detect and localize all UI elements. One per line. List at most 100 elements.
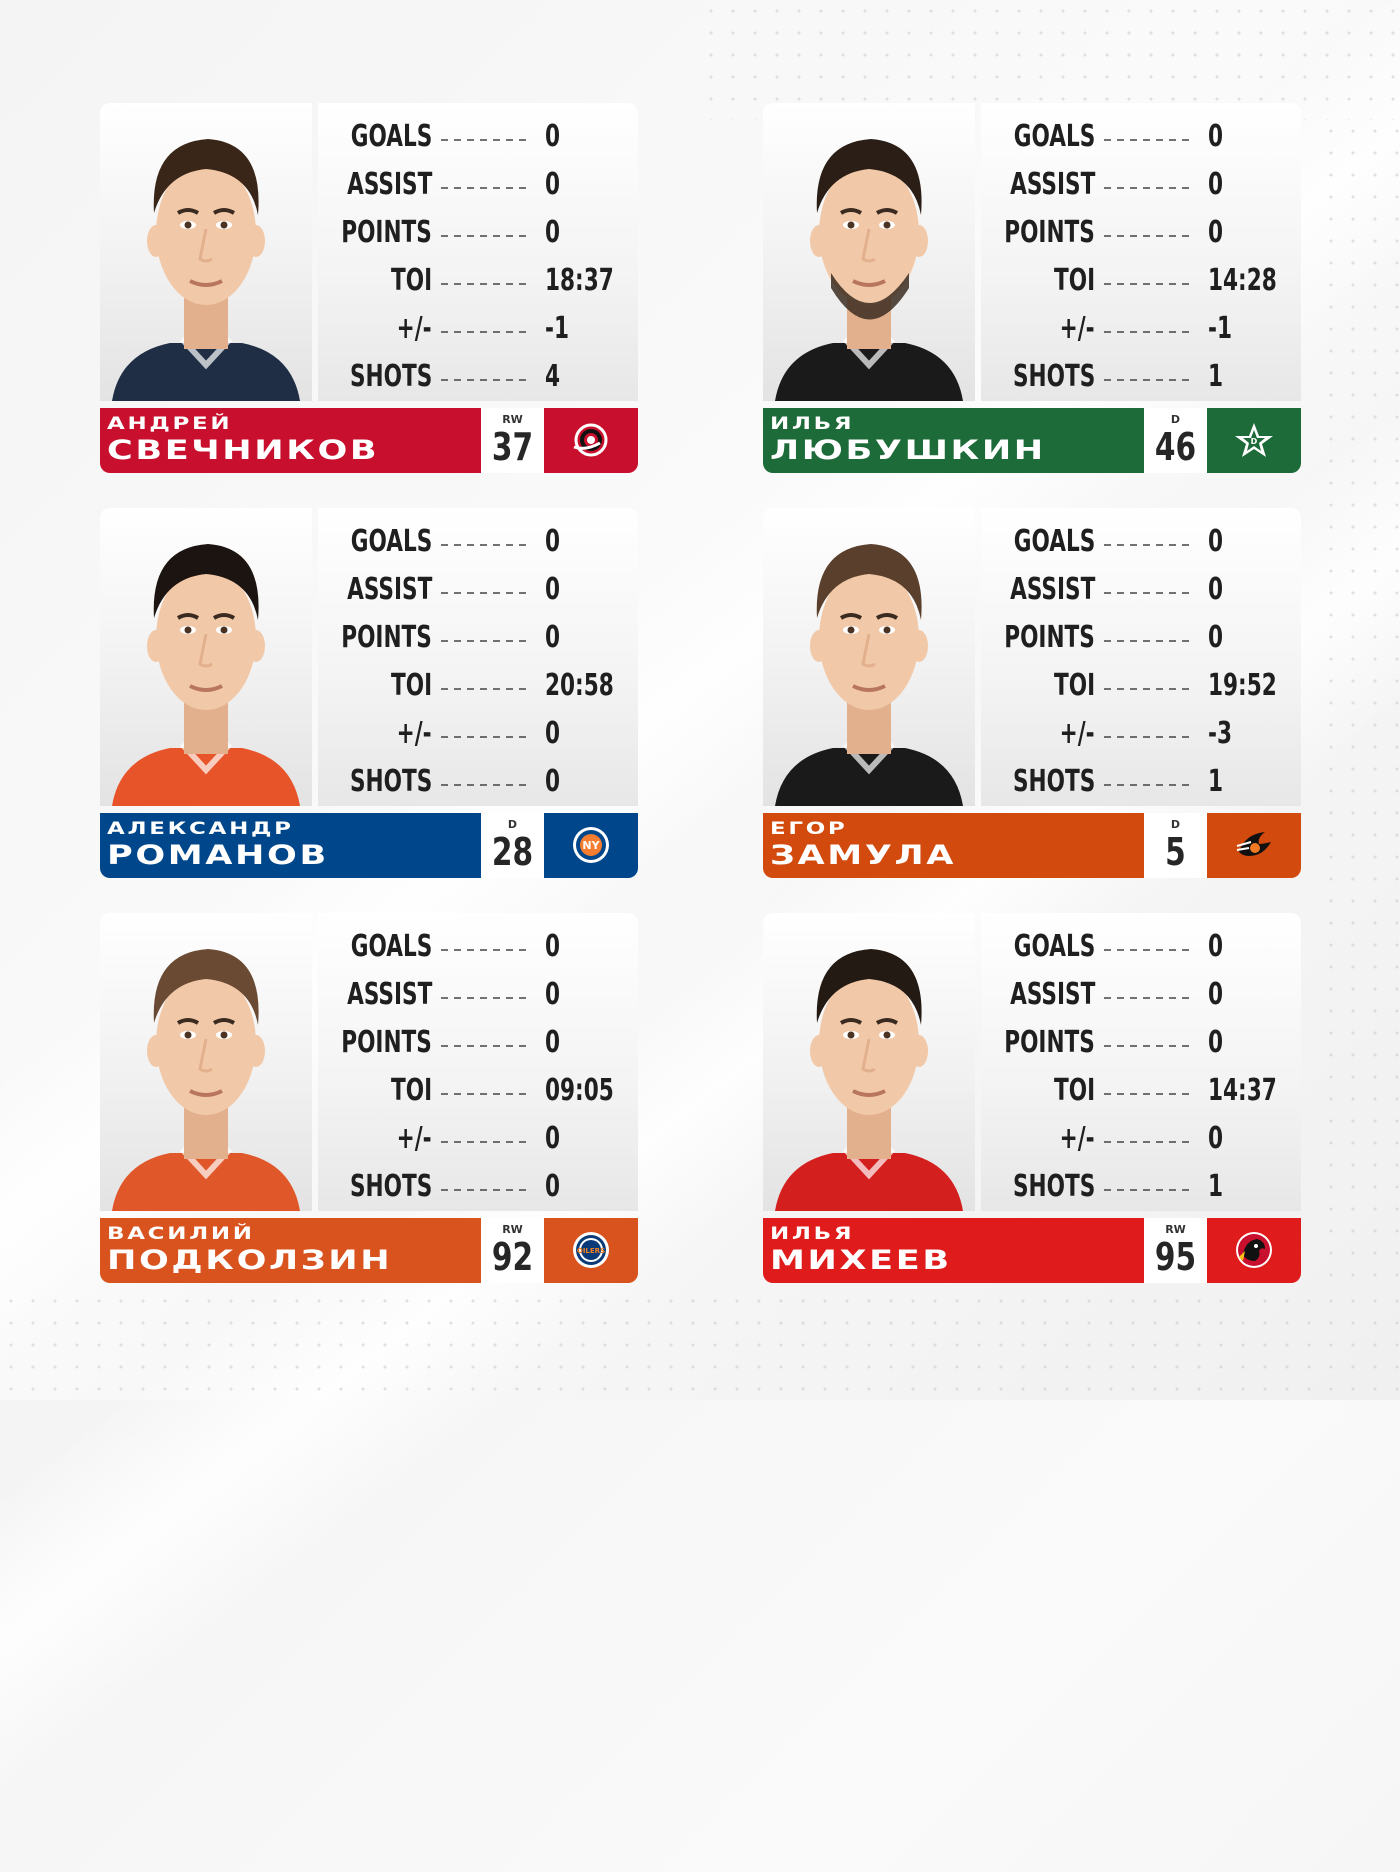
stat-row: TOI 18:37 xyxy=(318,261,638,309)
dotted-leader xyxy=(441,592,529,594)
dotted-leader xyxy=(441,544,529,546)
name-bar: ИЛЬЯ МИХЕЕВ xyxy=(763,1218,1144,1283)
background-dots xyxy=(0,1290,1400,1400)
stat-label: +/- xyxy=(1060,716,1095,751)
dotted-leader xyxy=(441,1189,529,1191)
dotted-leader xyxy=(1104,544,1192,546)
dotted-leader xyxy=(1104,187,1192,189)
stat-value: 1 xyxy=(1208,359,1224,394)
stat-label: SHOTS xyxy=(1012,1169,1095,1204)
dotted-leader xyxy=(441,1093,529,1095)
stat-label: SHOTS xyxy=(349,359,432,394)
player-card: GOALS 0 ASSIST 0 POINTS 0 TOI 20:58 +/- … xyxy=(100,508,638,878)
stat-value: 0 xyxy=(1208,977,1224,1012)
dotted-leader xyxy=(441,331,529,333)
stat-row: +/- 0 xyxy=(318,1119,638,1167)
dotted-leader xyxy=(441,379,529,381)
player-first-name: ИЛЬЯ xyxy=(770,1224,855,1244)
stat-row: TOI 20:58 xyxy=(318,666,638,714)
background-dots xyxy=(1320,120,1400,1290)
dotted-leader xyxy=(1104,1093,1192,1095)
stat-label: ASSIST xyxy=(1009,977,1095,1012)
stat-value: 0 xyxy=(1208,572,1224,607)
player-position: RW xyxy=(1165,1223,1186,1236)
stat-row: GOALS 0 xyxy=(981,522,1301,570)
player-last-name: СВЕЧНИКОВ xyxy=(107,435,380,466)
name-bar: ВАСИЛИЙ ПОДКОЛЗИН xyxy=(100,1218,481,1283)
player-card: GOALS 0 ASSIST 0 POINTS 0 TOI 09:05 +/- … xyxy=(100,913,638,1283)
dotted-leader xyxy=(441,997,529,999)
background-dots xyxy=(700,0,1400,120)
dotted-leader xyxy=(441,283,529,285)
player-number: 46 xyxy=(1154,425,1197,469)
stat-value: 0 xyxy=(1208,620,1224,655)
stat-label: SHOTS xyxy=(1012,359,1095,394)
player-first-name: ЕГОР xyxy=(770,819,848,839)
dotted-leader xyxy=(1104,331,1192,333)
stat-label: POINTS xyxy=(341,1025,432,1060)
stat-row: GOALS 0 xyxy=(981,117,1301,165)
jersey-number-box: RW 95 xyxy=(1144,1218,1207,1283)
player-position: D xyxy=(1170,818,1181,831)
stats-panel: GOALS 0 ASSIST 0 POINTS 0 TOI 14:28 +/- … xyxy=(981,103,1301,401)
name-bar: ЕГОР ЗАМУЛА xyxy=(763,813,1144,878)
stat-value: 0 xyxy=(1208,1121,1224,1156)
stat-label: +/- xyxy=(397,716,432,751)
player-portrait xyxy=(763,103,975,401)
stat-row: TOI 14:28 xyxy=(981,261,1301,309)
team-logo-box: OILERS xyxy=(544,1218,638,1283)
stat-value: 0 xyxy=(545,215,561,250)
stat-value: 4 xyxy=(545,359,561,394)
stat-value: 0 xyxy=(1208,929,1224,964)
stat-value: 0 xyxy=(1208,119,1224,154)
dotted-leader xyxy=(441,736,529,738)
stats-panel: GOALS 0 ASSIST 0 POINTS 0 TOI 20:58 +/- … xyxy=(318,508,638,806)
stat-label: POINTS xyxy=(341,215,432,250)
team-logo-box xyxy=(1207,813,1301,878)
jersey-number-box: D 5 xyxy=(1144,813,1207,878)
player-portrait xyxy=(100,103,312,401)
stat-row: +/- 0 xyxy=(981,1119,1301,1167)
stat-label: GOALS xyxy=(350,524,432,559)
name-bar: АЛЕКСАНДР РОМАНОВ xyxy=(100,813,481,878)
stat-row: ASSIST 0 xyxy=(318,975,638,1023)
stat-value: 14:37 xyxy=(1208,1073,1277,1108)
stat-row: ASSIST 0 xyxy=(981,570,1301,618)
team-logo-box xyxy=(1207,1218,1301,1283)
stat-row: POINTS 0 xyxy=(318,618,638,666)
jersey-number-box: RW 37 xyxy=(481,408,544,473)
stat-label: +/- xyxy=(397,311,432,346)
stat-row: +/- -1 xyxy=(981,309,1301,357)
stats-panel: GOALS 0 ASSIST 0 POINTS 0 TOI 18:37 +/- … xyxy=(318,103,638,401)
stat-label: GOALS xyxy=(1013,119,1095,154)
player-position: RW xyxy=(502,413,523,426)
stat-value: 0 xyxy=(545,977,561,1012)
stat-row: SHOTS 1 xyxy=(981,762,1301,810)
stat-label: GOALS xyxy=(350,929,432,964)
player-position: D xyxy=(1170,413,1181,426)
dotted-leader xyxy=(1104,784,1192,786)
dotted-leader xyxy=(1104,1189,1192,1191)
dotted-leader xyxy=(1104,1141,1192,1143)
stat-value: 09:05 xyxy=(545,1073,614,1108)
stat-value: -1 xyxy=(545,311,569,346)
stat-label: ASSIST xyxy=(346,167,432,202)
stat-value: 0 xyxy=(1208,167,1224,202)
stat-row: TOI 19:52 xyxy=(981,666,1301,714)
stat-value: 0 xyxy=(545,764,561,799)
stat-value: -3 xyxy=(1208,716,1232,751)
stat-label: ASSIST xyxy=(346,572,432,607)
stat-row: +/- 0 xyxy=(318,714,638,762)
stat-value: 0 xyxy=(545,1169,561,1204)
dotted-leader xyxy=(441,139,529,141)
dotted-leader xyxy=(1104,235,1192,237)
stat-value: 1 xyxy=(1208,1169,1224,1204)
stat-label: ASSIST xyxy=(1009,572,1095,607)
stat-label: TOI xyxy=(390,1073,432,1108)
stat-label: SHOTS xyxy=(349,1169,432,1204)
player-number: 37 xyxy=(491,425,534,469)
stat-value: 1 xyxy=(1208,764,1224,799)
stat-row: GOALS 0 xyxy=(318,927,638,975)
player-position: RW xyxy=(502,1223,523,1236)
dotted-leader xyxy=(1104,379,1192,381)
